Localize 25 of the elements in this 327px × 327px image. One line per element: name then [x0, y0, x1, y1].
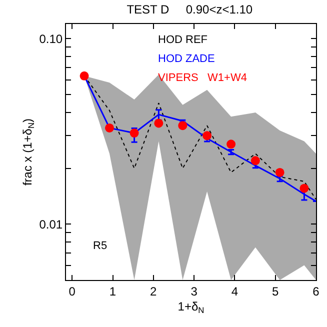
point: [154, 118, 164, 128]
x-tick-label: 6: [312, 284, 320, 298]
x-tick-label: 0: [68, 284, 76, 298]
x-tick-label: 5: [272, 284, 280, 298]
x-tick-label: 4: [231, 284, 238, 298]
point: [300, 184, 309, 193]
point: [275, 168, 284, 177]
point: [226, 140, 236, 149]
x-tick-label: 1: [109, 284, 116, 298]
x-tick-label: 2: [150, 284, 158, 298]
chart-title: TEST D 0.90<z<1.10: [126, 2, 253, 16]
x-tick-label: 3: [190, 284, 198, 298]
legend-label: HOD REF: [158, 34, 208, 46]
text: HOD ZADE: [158, 53, 215, 65]
y-tick-label: 0.01: [39, 217, 63, 232]
x-axis-title: 1+δ$_{N}$: [178, 299, 204, 315]
y-tick-label: 0.10: [39, 32, 63, 46]
text: VIPERS W1+W4: [158, 72, 247, 84]
point: [178, 121, 188, 130]
point: [202, 131, 212, 140]
annotation: R5: [93, 240, 108, 252]
point: [130, 128, 139, 138]
point: [80, 71, 89, 80]
point: [250, 156, 260, 166]
point: [105, 123, 114, 132]
